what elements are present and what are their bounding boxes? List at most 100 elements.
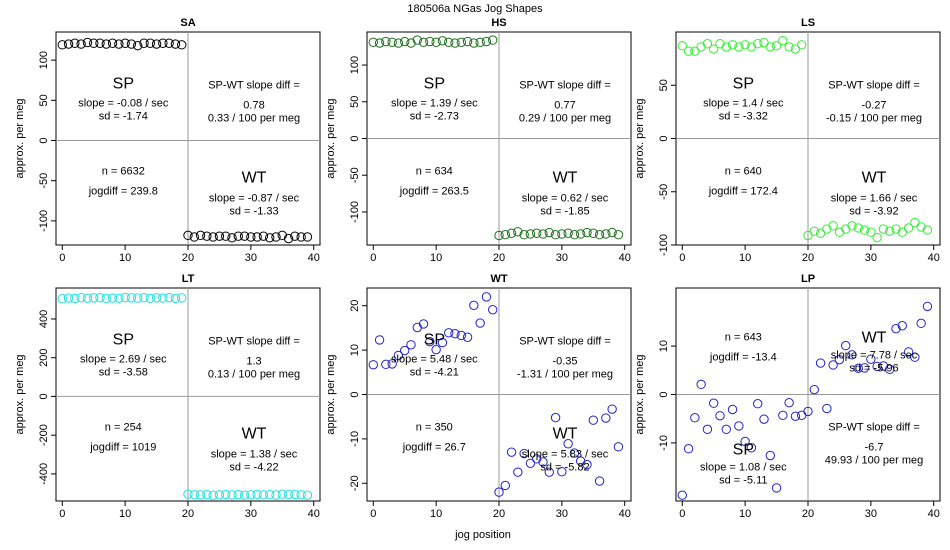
panel-title: LS <box>801 17 815 29</box>
wt-slope: slope = -0.87 / sec <box>209 192 300 204</box>
data-point <box>406 38 416 48</box>
data-point <box>425 36 435 47</box>
data-point <box>393 38 404 48</box>
data-point <box>437 337 448 348</box>
data-point <box>107 293 118 303</box>
data-point <box>878 224 889 234</box>
data-point <box>120 292 130 303</box>
jogdiff: jogdiff = -13.4 <box>709 351 777 363</box>
y-tick-label: 20 <box>349 300 361 312</box>
data-point <box>759 414 769 424</box>
data-point <box>202 231 212 241</box>
data-point <box>922 301 933 312</box>
data-point <box>594 230 605 240</box>
data-point <box>885 364 895 375</box>
slope-diff-permeg: 0.29 / 100 per meg <box>519 112 611 124</box>
data-point <box>519 230 529 240</box>
data-point <box>227 490 237 500</box>
data-point <box>696 42 706 52</box>
data-point <box>412 322 422 333</box>
sp-slope: slope = 5.48 / sec <box>391 353 478 365</box>
data-point <box>177 293 187 303</box>
data-point <box>145 293 155 303</box>
data-point <box>95 292 105 303</box>
panel-title: WT <box>490 273 507 285</box>
data-point <box>400 345 410 356</box>
x-tick-label: 30 <box>865 252 877 264</box>
data-point <box>910 217 920 228</box>
data-point <box>601 413 611 423</box>
y-tick-label: 0 <box>349 135 361 141</box>
data-point <box>437 36 448 46</box>
sp-slope: slope = -0.08 / sec <box>78 97 169 109</box>
data-point <box>790 44 801 54</box>
y-tick-label: 50 <box>38 94 50 106</box>
data-point <box>690 46 700 56</box>
data-point <box>916 318 926 329</box>
data-point <box>444 37 454 47</box>
data-point <box>290 489 300 500</box>
data-point <box>513 467 523 477</box>
data-point <box>70 38 80 48</box>
data-point <box>613 442 624 452</box>
data-point <box>126 293 137 303</box>
y-tick-label: -100 <box>349 201 361 223</box>
panel-wt: WT 0 10 20 30 40 -20 -10 0 10 20 approx. per meg SP s… <box>325 273 632 520</box>
data-point <box>296 232 306 242</box>
data-point <box>569 230 580 240</box>
data-point <box>613 230 624 240</box>
data-point <box>221 231 231 241</box>
data-point <box>809 384 819 395</box>
x-tick-label: 20 <box>493 252 505 264</box>
data-point <box>872 361 882 372</box>
data-point <box>903 347 914 357</box>
data-point <box>727 40 738 50</box>
x-tick-label: 10 <box>119 252 131 264</box>
n-count: n = 350 <box>416 421 453 433</box>
x-tick-label: 0 <box>679 252 685 264</box>
data-point <box>815 358 826 368</box>
n-count: n = 634 <box>416 165 453 177</box>
data-point <box>114 293 124 303</box>
data-point <box>734 421 744 431</box>
data-point <box>847 221 857 231</box>
wt-slope: slope = 1.66 / sec <box>831 192 918 204</box>
data-point <box>506 228 517 238</box>
data-point <box>177 40 187 50</box>
wt-sd: sd = -3.92 <box>849 205 898 217</box>
data-point <box>368 37 378 47</box>
data-point <box>189 490 199 500</box>
data-point <box>214 231 225 241</box>
x-tick-label: 40 <box>308 508 320 520</box>
slope-diff-label: SP-WT slope diff = <box>208 79 300 91</box>
data-point <box>239 231 250 241</box>
panel-hs: HS 0 10 20 30 40 -100 -50 0 50 100 approx. per meg S… <box>325 17 632 264</box>
data-point <box>765 42 775 52</box>
data-point <box>133 293 143 303</box>
data-point <box>525 229 536 239</box>
y-tick-label: 10 <box>658 340 670 352</box>
slope-diff-value: 0.77 <box>554 99 575 111</box>
slope-diff-value: -6.7 <box>865 441 884 453</box>
x-tick-label: 0 <box>370 508 376 520</box>
data-point <box>715 39 725 49</box>
sp-slope: slope = 1.39 / sec <box>391 97 478 109</box>
figure-title: 180506a NGas Jog Shapes <box>407 3 543 15</box>
data-point <box>271 232 281 242</box>
x-tick-label: 0 <box>59 252 65 264</box>
data-point <box>519 448 529 459</box>
sp-label: SP <box>733 75 754 92</box>
data-point <box>866 354 876 364</box>
data-point <box>381 359 391 370</box>
data-point <box>387 359 397 369</box>
data-point <box>759 37 769 48</box>
data-point <box>139 292 149 303</box>
data-point <box>418 319 429 329</box>
y-tick-label: -10 <box>349 431 361 447</box>
sp-sd: sd = -3.58 <box>99 366 148 378</box>
y-tick-label: 200 <box>38 349 50 367</box>
data-point <box>784 42 794 52</box>
data-point <box>271 490 281 500</box>
data-point <box>891 323 901 334</box>
y-axis-label: approx. per meg <box>14 354 26 434</box>
